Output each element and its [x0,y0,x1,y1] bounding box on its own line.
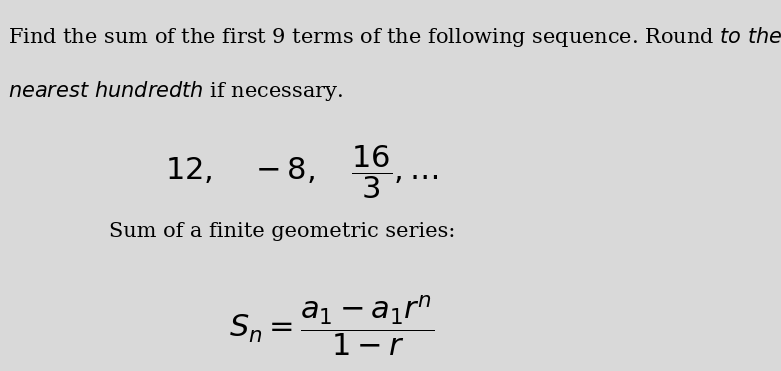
Text: Find the sum of the first 9 terms of the following sequence. Round $\it{to\ the}: Find the sum of the first 9 terms of the… [8,25,781,49]
Text: Sum of a finite geometric series:: Sum of a finite geometric series: [109,222,455,241]
Text: $\it{nearest\ hundredth}$ if necessary.: $\it{nearest\ hundredth}$ if necessary. [8,79,343,103]
Text: $12, \quad -8, \quad \dfrac{16}{3}, \ldots$: $12, \quad -8, \quad \dfrac{16}{3}, \ldo… [165,143,439,201]
Text: $S_n = \dfrac{a_1 - a_1 r^n}{1 - r}$: $S_n = \dfrac{a_1 - a_1 r^n}{1 - r}$ [230,293,434,358]
